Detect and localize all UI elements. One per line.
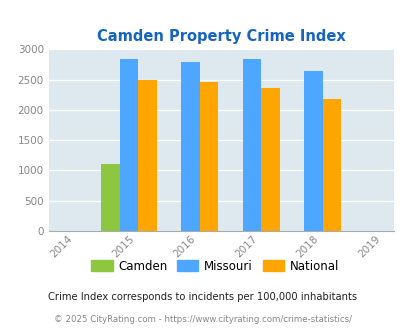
Bar [304,71,322,231]
Bar [119,58,138,231]
Bar [261,88,279,231]
Title: Camden Property Crime Index: Camden Property Crime Index [97,29,345,44]
Bar [242,59,261,231]
Bar [138,80,156,231]
Legend: Camden, Missouri, National: Camden, Missouri, National [86,255,343,278]
Bar [322,98,341,231]
Bar [101,164,119,231]
Bar [181,62,199,231]
Bar [199,82,217,231]
Text: Crime Index corresponds to incidents per 100,000 inhabitants: Crime Index corresponds to incidents per… [48,292,357,302]
Text: © 2025 CityRating.com - https://www.cityrating.com/crime-statistics/: © 2025 CityRating.com - https://www.city… [54,315,351,324]
